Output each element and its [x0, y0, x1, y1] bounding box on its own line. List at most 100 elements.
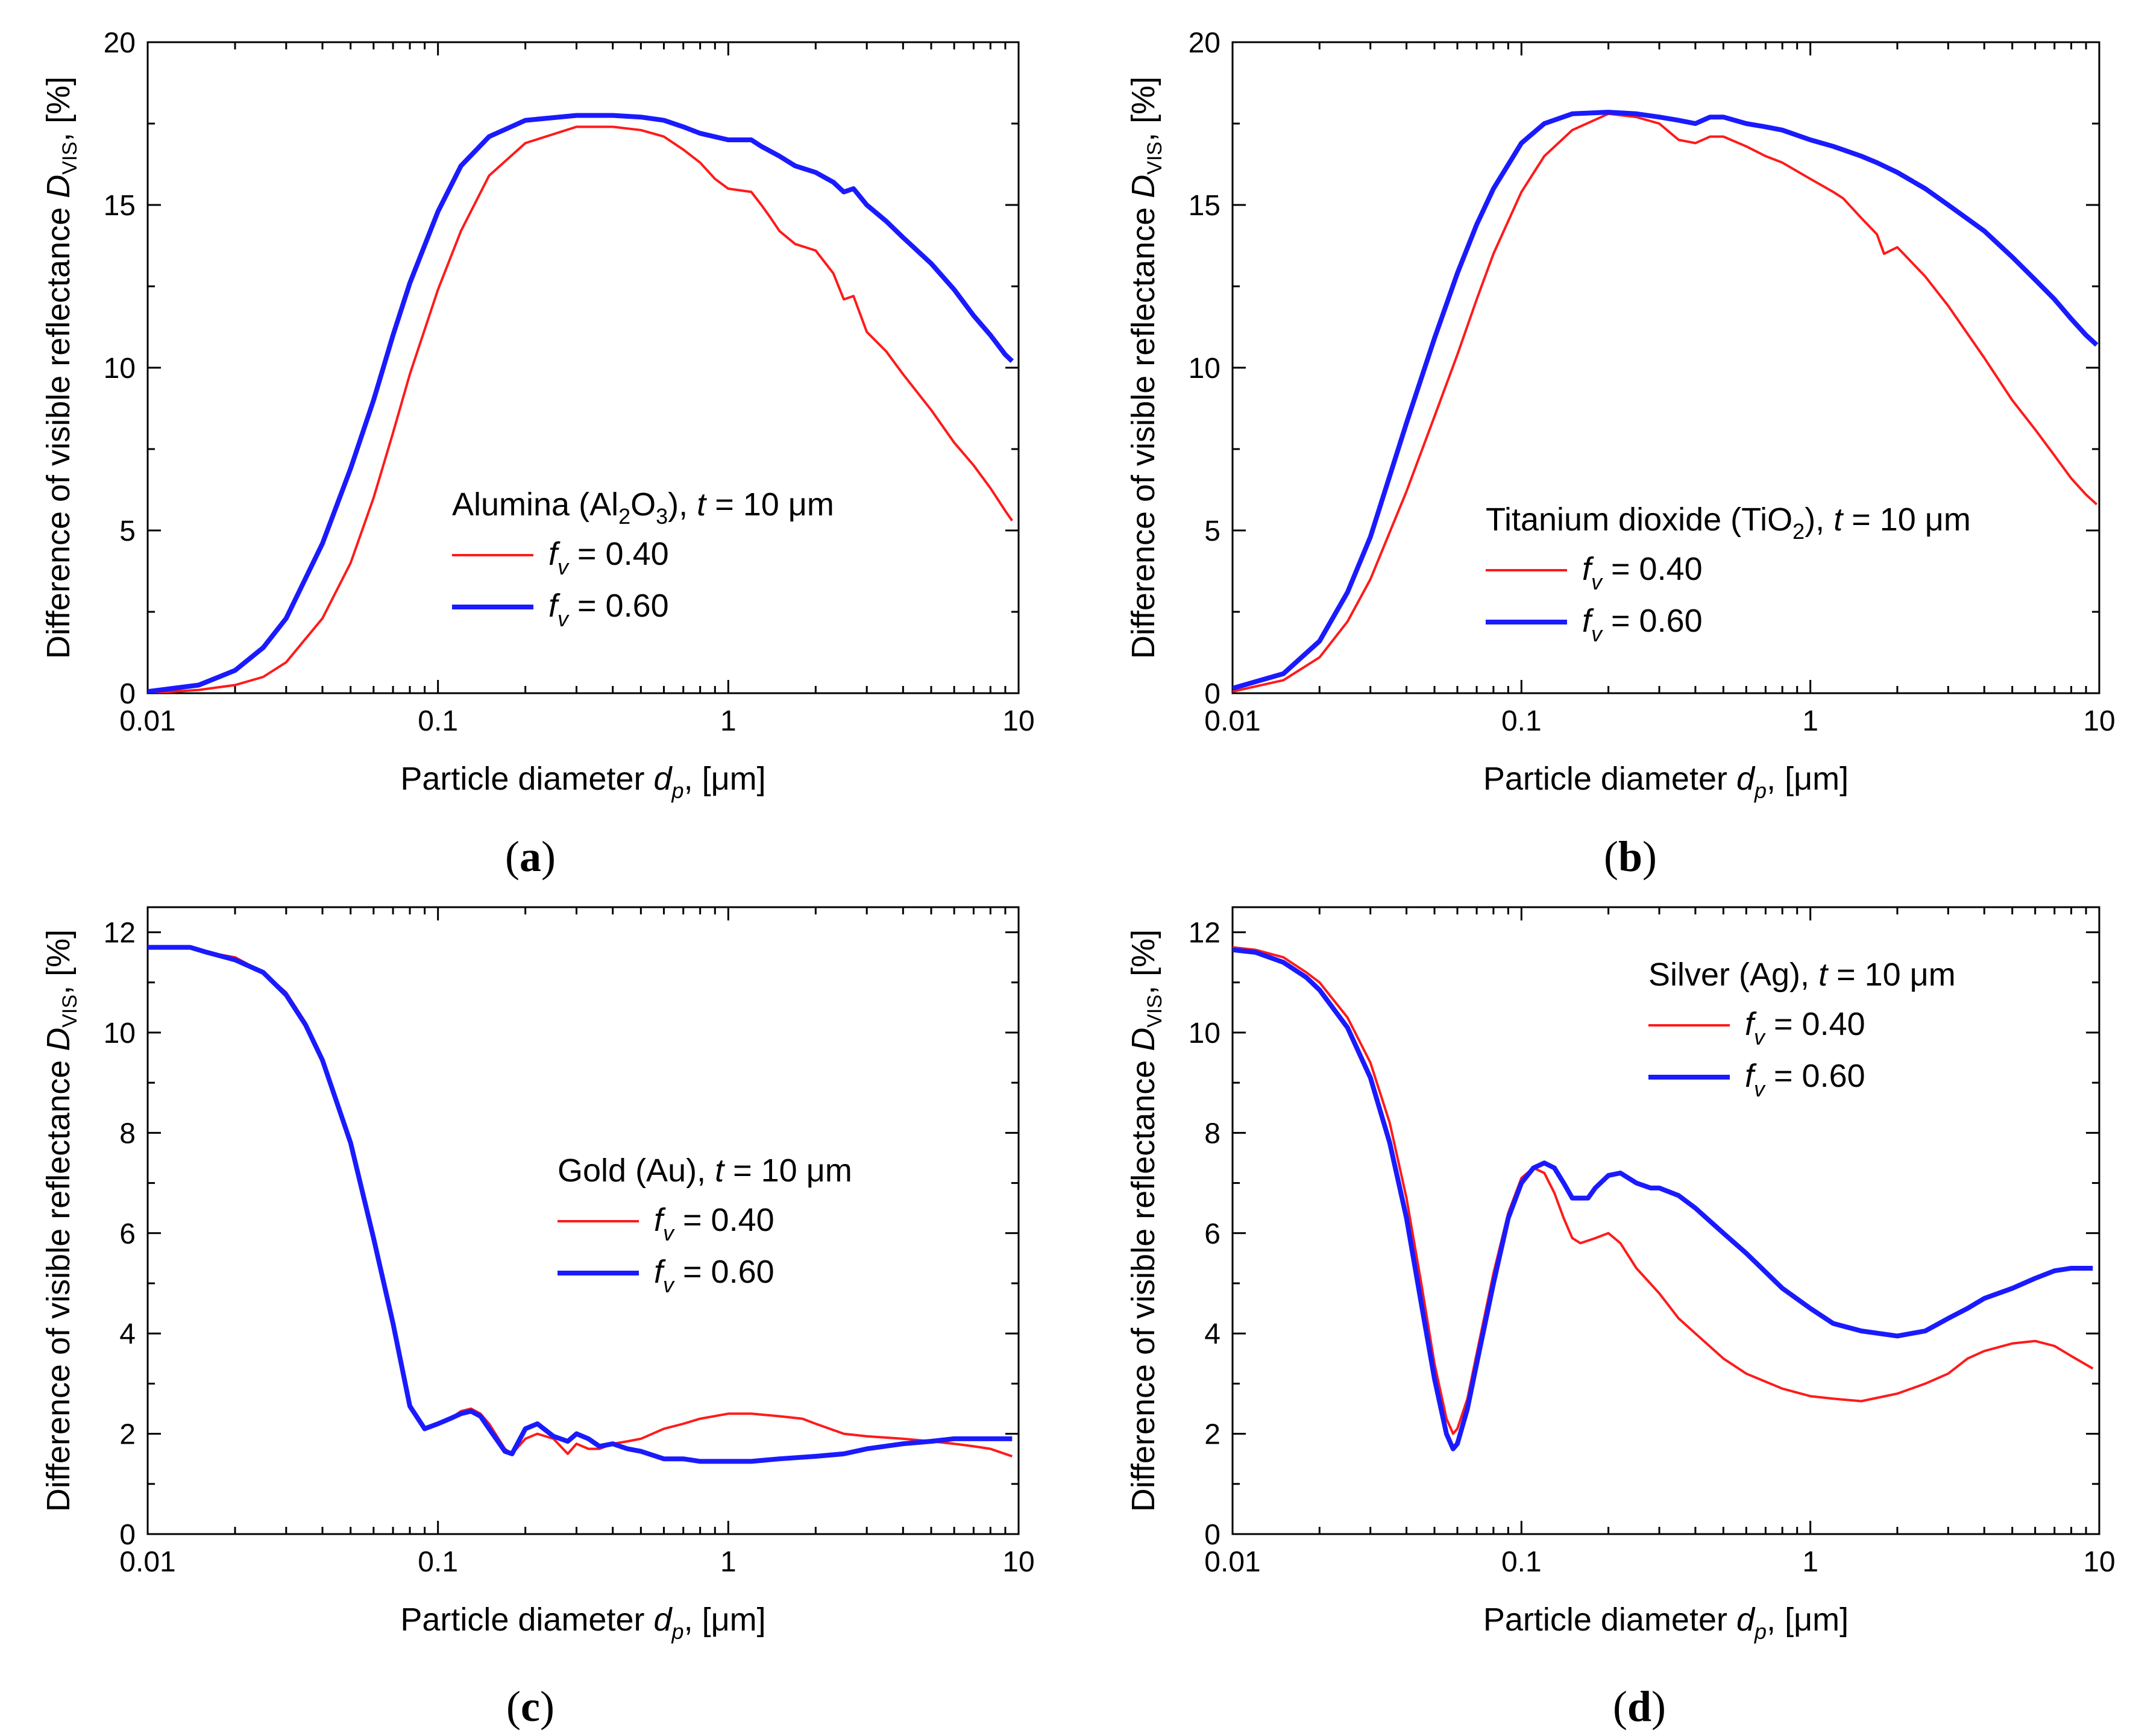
legend-entry-fv040: fv = 0.40	[548, 536, 669, 579]
legend-entry-fv060: fv = 0.60	[548, 588, 669, 631]
y-tick-label: 2	[1204, 1419, 1220, 1451]
legend-t-symbol: t	[697, 486, 707, 523]
legend-f-symbol: f	[1582, 603, 1594, 639]
panel-label-letter: d	[1627, 1682, 1651, 1731]
y-tick-label: 4	[119, 1318, 136, 1350]
series-line-fv040	[148, 125, 1013, 693]
y-label-suffix: , [%]	[40, 77, 77, 142]
legend-title: Silver (Ag), t = 10 μm	[1648, 957, 1956, 993]
panel-label-close: )	[540, 1682, 554, 1731]
y-label-prefix: Difference of visible reflectance	[40, 198, 77, 659]
panel-label-close: )	[541, 832, 556, 881]
legend-entry-fv040: fv = 0.40	[654, 1202, 774, 1245]
y-axis-label: Difference of visible reflectance DVIS, …	[40, 77, 81, 659]
legend-f-symbol: f	[1745, 1006, 1757, 1042]
x-axis-label: Particle diameter dp, [μm]	[1483, 1602, 1849, 1644]
legend-f-symbol: f	[548, 588, 561, 624]
y-tick-label: 0	[1204, 1519, 1220, 1551]
y-axis-label: Difference of visible reflectance DVIS, …	[40, 929, 81, 1512]
x-tick-label: 0.01	[119, 1546, 175, 1578]
y-tick-label: 6	[119, 1218, 136, 1250]
legend-f-symbol: f	[654, 1202, 666, 1238]
y-label-sub: VIS	[1143, 995, 1166, 1028]
y-tick-label: 0	[119, 678, 136, 710]
panel-label: (c)	[506, 1682, 554, 1731]
legend-material: Silver (Ag),	[1648, 957, 1818, 993]
x-tick-label: 0.01	[119, 705, 175, 737]
x-label-symbol: d	[653, 1602, 673, 1638]
y-tick-label: 4	[1204, 1318, 1220, 1350]
y-tick-label: 20	[104, 27, 136, 59]
legend-f-value: = 0.60	[674, 1254, 774, 1290]
legend-f-sub: v	[663, 1272, 675, 1297]
legend-entry-fv060: fv = 0.60	[654, 1254, 774, 1297]
x-tick-label: 1	[1802, 705, 1818, 737]
x-label-symbol: d	[1736, 761, 1756, 797]
y-label-prefix: Difference of visible reflectance	[1125, 1051, 1161, 1512]
y-label-suffix: , [%]	[1125, 929, 1161, 995]
x-tick-label: 1	[720, 1546, 737, 1578]
x-tick-label: 10	[1002, 1546, 1034, 1578]
y-label-symbol: D	[1125, 175, 1161, 198]
legend-t-value: = 10 μm	[1842, 502, 1971, 538]
legend-t-symbol: t	[1833, 502, 1844, 538]
x-label-prefix: Particle diameter	[1483, 761, 1736, 797]
y-tick-label: 10	[104, 353, 136, 385]
legend-t-value: = 10 μm	[1827, 957, 1956, 993]
y-tick-label: 15	[104, 190, 136, 222]
legend-entry-fv040: fv = 0.40	[1582, 551, 1703, 594]
legend-title: Titanium dioxide (TiO2), t = 10 μm	[1486, 502, 1971, 544]
y-tick-label: 20	[1189, 27, 1220, 59]
panel-label-open: (	[1613, 1682, 1627, 1731]
legend-material: Gold (Au),	[558, 1153, 715, 1189]
panel-label-letter: a	[520, 832, 541, 881]
legend-f-value: = 0.60	[1602, 603, 1703, 639]
panel-label-letter: c	[521, 1682, 540, 1731]
x-tick-label: 10	[2083, 1546, 2115, 1578]
legend-entry-fv060: fv = 0.60	[1582, 603, 1703, 646]
legend-f-sub: v	[558, 606, 570, 631]
x-label-sub: p	[671, 1619, 684, 1644]
legend-entry-fv040: fv = 0.40	[1745, 1006, 1865, 1049]
panel-label-open: (	[1604, 832, 1618, 881]
legend-f-value: = 0.60	[568, 588, 669, 624]
y-label-suffix: , [%]	[1125, 77, 1161, 142]
y-tick-label: 0	[1204, 678, 1220, 710]
x-tick-label: 10	[1002, 705, 1034, 737]
y-label-sub: VIS	[58, 142, 81, 175]
y-axis-label: Difference of visible reflectance DVIS, …	[1125, 77, 1166, 659]
legend-f-sub: v	[1754, 1025, 1766, 1049]
series-line-fv060	[148, 945, 1013, 1464]
y-tick-label: 15	[1189, 190, 1220, 222]
y-label-suffix: , [%]	[40, 929, 77, 995]
legend-f-value: = 0.40	[568, 536, 669, 572]
legend-f-sub: v	[663, 1221, 675, 1245]
y-label-sub: VIS	[58, 995, 81, 1028]
y-tick-label: 10	[1189, 353, 1220, 385]
series-line-fv040	[1233, 946, 2094, 1435]
legend-material-sub: 2	[1792, 519, 1805, 544]
legend-f-value: = 0.40	[674, 1202, 774, 1238]
panel-label-close: )	[1642, 832, 1657, 881]
x-label-suffix: , [μm]	[1767, 1602, 1849, 1638]
x-label-prefix: Particle diameter	[1483, 1602, 1736, 1638]
x-tick-label: 0.1	[418, 705, 458, 737]
legend-f-value: = 0.40	[1765, 1006, 1865, 1042]
y-tick-label: 12	[104, 917, 136, 949]
x-tick-label: 1	[1802, 1546, 1818, 1578]
x-axis-label: Particle diameter dp, [μm]	[1483, 761, 1849, 803]
series-line-fv040	[148, 946, 1013, 1458]
panel-label-open: (	[506, 1682, 521, 1731]
y-label-prefix: Difference of visible reflectance	[40, 1051, 77, 1512]
y-tick-label: 0	[119, 1519, 136, 1551]
legend-title: Alumina (Al2O3), t = 10 μm	[452, 486, 834, 529]
legend-title: Gold (Au), t = 10 μm	[558, 1153, 852, 1189]
legend-t-value: = 10 μm	[724, 1153, 852, 1189]
x-label-sub: p	[1754, 1619, 1767, 1644]
x-tick-label: 10	[2083, 705, 2115, 737]
y-tick-label: 8	[119, 1118, 136, 1149]
y-label-symbol: D	[40, 175, 77, 198]
y-axis-label: Difference of visible reflectance DVIS, …	[1125, 929, 1166, 1512]
